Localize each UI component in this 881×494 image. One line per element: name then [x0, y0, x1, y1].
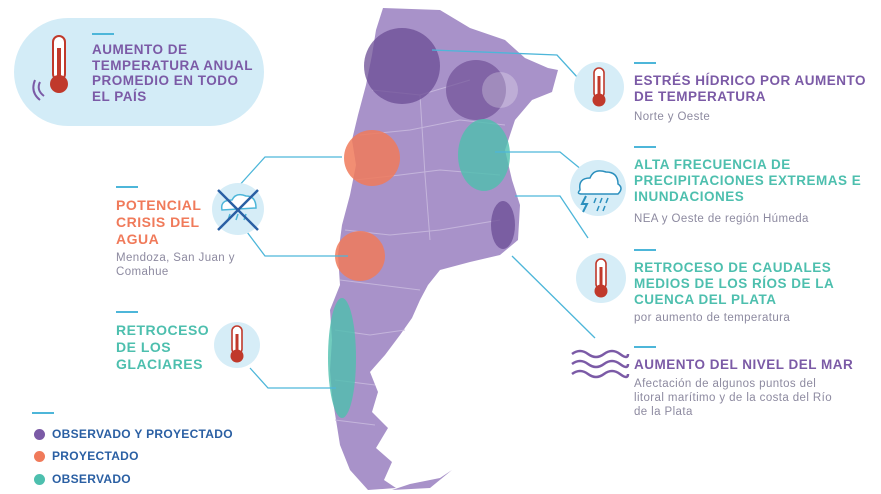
legend-label-projected: PROYECTADO [52, 449, 139, 463]
thermometer-icon [592, 67, 606, 107]
dash [634, 249, 656, 251]
river-flow-subtitle: por aumento de temperatura [634, 312, 791, 324]
dash [634, 346, 656, 348]
glaciers-title: RETROCESO DE LOS GLACIARES [116, 322, 210, 372]
temperature-title: AUMENTO DE TEMPERATURA ANUAL PROMEDIO EN… [92, 42, 253, 104]
no-water-icon [217, 189, 259, 231]
thermometer-icon [230, 325, 244, 363]
heat-stress-subtitle: Norte y Oeste [634, 111, 711, 123]
dash [116, 311, 138, 313]
legend-label-observed-projected: OBSERVADO Y PROYECTADO [52, 427, 233, 441]
sea-level-subtitle: Afectación de algunos puntos del litoral… [634, 378, 832, 418]
legend-dot-projected [34, 451, 45, 462]
river-flow-title: RETROCESO DE CAUDALES MEDIOS DE LOS RÍOS… [634, 260, 834, 307]
dash [634, 146, 656, 148]
storm-cloud-icon [577, 170, 622, 213]
legend-dash [32, 412, 54, 414]
waves-icon [571, 349, 630, 379]
temperature-icon-badge [30, 32, 86, 101]
floods-title: ALTA FRECUENCIA DE PRECIPITACIONES EXTRE… [634, 157, 862, 204]
water-crisis-subtitle: Mendoza, San Juan y Comahue [116, 252, 235, 278]
thermometer-icon [594, 258, 608, 298]
legend-dot-observed-projected [34, 429, 45, 440]
sea-level-title: AUMENTO DEL NIVEL DEL MAR [634, 357, 854, 372]
floods-subtitle: NEA y Oeste de región Húmeda [634, 213, 809, 225]
heat-stress-title: ESTRÉS HÍDRICO POR AUMENTO DE TEMPERATUR… [634, 73, 867, 104]
dash [116, 186, 138, 188]
legend-label-observed: OBSERVADO [52, 472, 131, 486]
water-crisis-title: POTENCIAL CRISIS DEL AGUA [116, 197, 202, 247]
legend-dot-observed [34, 474, 45, 485]
thermometer-icon [32, 35, 68, 101]
dash [634, 62, 656, 64]
title-dash [92, 33, 114, 35]
